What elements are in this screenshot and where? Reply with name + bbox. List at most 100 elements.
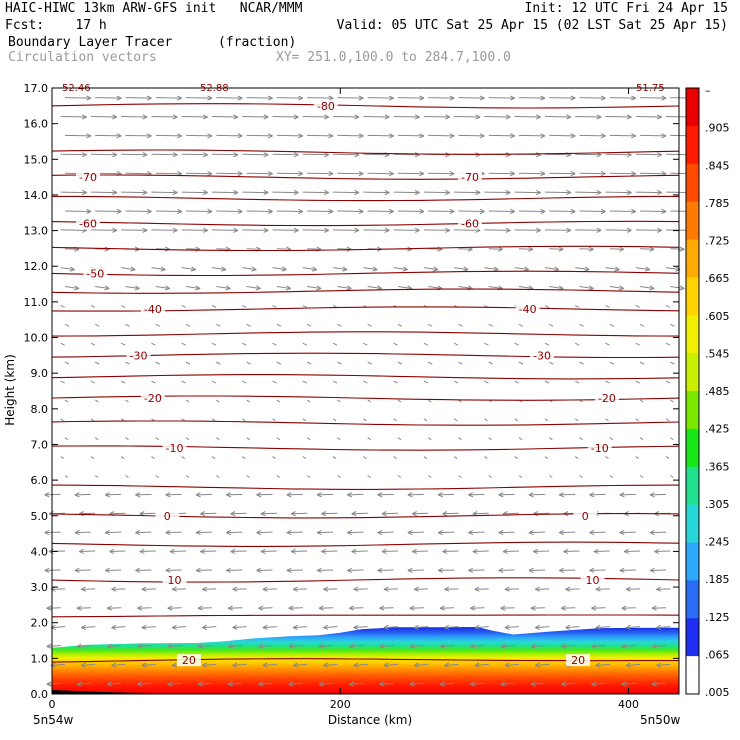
circulation-vector	[307, 133, 334, 139]
circulation-vector	[258, 605, 273, 611]
y-tick-label: 6.0	[31, 474, 49, 487]
temperature-contour	[51, 445, 680, 451]
circulation-vector	[347, 492, 364, 498]
circulation-vector	[504, 624, 520, 630]
contour-label: 0	[164, 510, 171, 523]
circulation-vector	[454, 189, 481, 196]
circulation-vector	[76, 605, 91, 611]
circulation-vector	[488, 171, 515, 177]
circulation-vector	[635, 152, 662, 158]
y-tick-label: 16.0	[24, 118, 49, 131]
circulation-vector	[549, 133, 576, 139]
circulation-vector	[621, 681, 636, 687]
circulation-vector	[46, 605, 61, 611]
temperature-contour	[51, 541, 680, 547]
temperature-contour	[51, 288, 680, 294]
circulation-vector	[665, 304, 671, 308]
circulation-vector	[514, 114, 541, 120]
circulation-vector	[665, 380, 671, 384]
circulation-vector	[181, 456, 186, 460]
circulation-vector	[502, 548, 520, 555]
circulation-vector	[548, 437, 553, 441]
circulation-vector	[246, 323, 251, 327]
circulation-vector	[639, 437, 644, 441]
circulation-vector	[530, 643, 545, 649]
circulation-vector	[605, 304, 610, 308]
circulation-vector	[64, 208, 92, 214]
circulation-vector	[397, 95, 425, 101]
colorbar-label: –	[705, 84, 711, 97]
circulation-vector	[605, 266, 620, 272]
circulation-vector	[306, 437, 311, 441]
temperature-contour	[51, 614, 680, 618]
y-tick-label: 0.0	[31, 688, 49, 701]
circulation-vector	[437, 567, 455, 573]
colorbar-cell	[686, 88, 699, 127]
circulation-vector	[397, 437, 402, 441]
circulation-vector	[318, 605, 334, 611]
circulation-vector	[64, 323, 70, 327]
y-tick-label: 10.0	[24, 332, 49, 345]
circulation-vector	[90, 189, 118, 196]
circulation-vector	[367, 171, 394, 177]
circulation-vector	[95, 285, 110, 291]
circulation-vector	[498, 529, 515, 536]
circulation-vector	[332, 380, 338, 384]
circulation-vector	[216, 285, 231, 291]
circulation-vector	[383, 662, 398, 668]
colorbar-label: .605	[705, 310, 730, 323]
circulation-vector	[242, 227, 269, 233]
circulation-vector	[379, 643, 394, 649]
circulation-vector	[458, 133, 485, 139]
circulation-vector	[125, 361, 130, 365]
circulation-vector	[288, 681, 303, 687]
circulation-vector	[211, 266, 227, 272]
circulation-vector	[185, 399, 190, 403]
circulation-vector	[528, 529, 545, 536]
circulation-vector	[216, 171, 243, 177]
circulation-vector	[591, 605, 606, 611]
circulation-vector	[670, 475, 674, 478]
circulation-vector	[76, 681, 91, 687]
colorbar-label: .485	[705, 385, 730, 398]
circulation-vector	[518, 323, 524, 327]
y-tick-label: 7.0	[31, 438, 49, 451]
contour-label: 20	[182, 654, 196, 667]
colorbar-label: .185	[705, 573, 730, 586]
circulation-vector	[437, 529, 455, 536]
circulation-vector	[468, 492, 485, 498]
circulation-vector	[120, 456, 125, 460]
contour-label: 0	[582, 510, 589, 523]
circulation-vector	[155, 208, 183, 214]
colorbar-label: .245	[705, 536, 730, 549]
circulation-vector	[46, 681, 61, 687]
circulation-vector	[442, 548, 459, 555]
circulation-vector	[575, 189, 602, 196]
circulation-vector	[272, 418, 276, 422]
colorbar-cell	[686, 656, 699, 695]
circulation-vector	[337, 208, 364, 214]
circulation-vector	[500, 605, 515, 611]
temperature-contour	[51, 484, 680, 490]
circulation-vector	[292, 662, 308, 668]
circulation-vector	[232, 624, 247, 630]
circulation-vector	[151, 152, 178, 158]
circulation-vector	[185, 475, 190, 478]
circulation-vector	[290, 511, 308, 517]
circulation-vector	[558, 567, 576, 573]
corner-label-left: 52.46	[62, 83, 91, 94]
contour-label: -60	[461, 217, 479, 230]
circulation-vector	[468, 567, 485, 573]
circulation-vector	[211, 380, 217, 384]
circulation-vector	[186, 95, 213, 101]
circulation-vector	[407, 567, 424, 573]
circulation-vector	[125, 399, 129, 403]
circulation-vector	[121, 227, 148, 233]
circulation-vector	[670, 361, 675, 365]
circulation-vector	[605, 456, 609, 460]
circulation-vector	[649, 529, 667, 536]
circulation-vector	[155, 323, 161, 327]
circulation-vector	[427, 437, 432, 441]
circulation-vector	[286, 492, 303, 498]
circulation-vector	[518, 133, 546, 139]
